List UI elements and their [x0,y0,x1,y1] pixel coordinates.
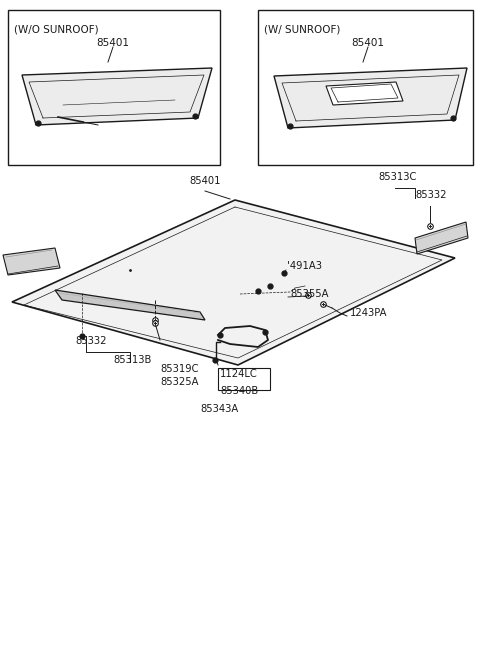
Text: 85343A: 85343A [200,404,238,414]
Polygon shape [55,290,205,320]
Text: 1243PA: 1243PA [350,308,387,318]
Polygon shape [3,248,60,275]
Text: 85401: 85401 [351,38,384,48]
Bar [218,368,270,390]
Bar [8,10,220,165]
Polygon shape [415,222,468,254]
Text: (W/ SUNROOF): (W/ SUNROOF) [264,24,340,34]
Bar [258,10,473,165]
Text: (W/O SUNROOF): (W/O SUNROOF) [14,24,98,34]
Text: 85319C: 85319C [160,364,199,374]
Text: 85401: 85401 [189,176,221,186]
Polygon shape [274,68,467,128]
Text: 85313C: 85313C [378,172,416,182]
Text: '491A3: '491A3 [287,261,322,271]
Text: 85313B: 85313B [113,355,151,365]
Text: 85355A: 85355A [290,289,328,299]
Text: 1124LC: 1124LC [220,369,258,379]
Polygon shape [12,200,455,365]
Polygon shape [22,68,212,125]
Text: 85332: 85332 [415,190,446,200]
Text: 85332: 85332 [75,336,107,346]
Text: 85325A: 85325A [160,377,199,387]
Polygon shape [326,82,403,105]
Text: 85401: 85401 [96,38,130,48]
Text: 85340B: 85340B [220,386,258,396]
